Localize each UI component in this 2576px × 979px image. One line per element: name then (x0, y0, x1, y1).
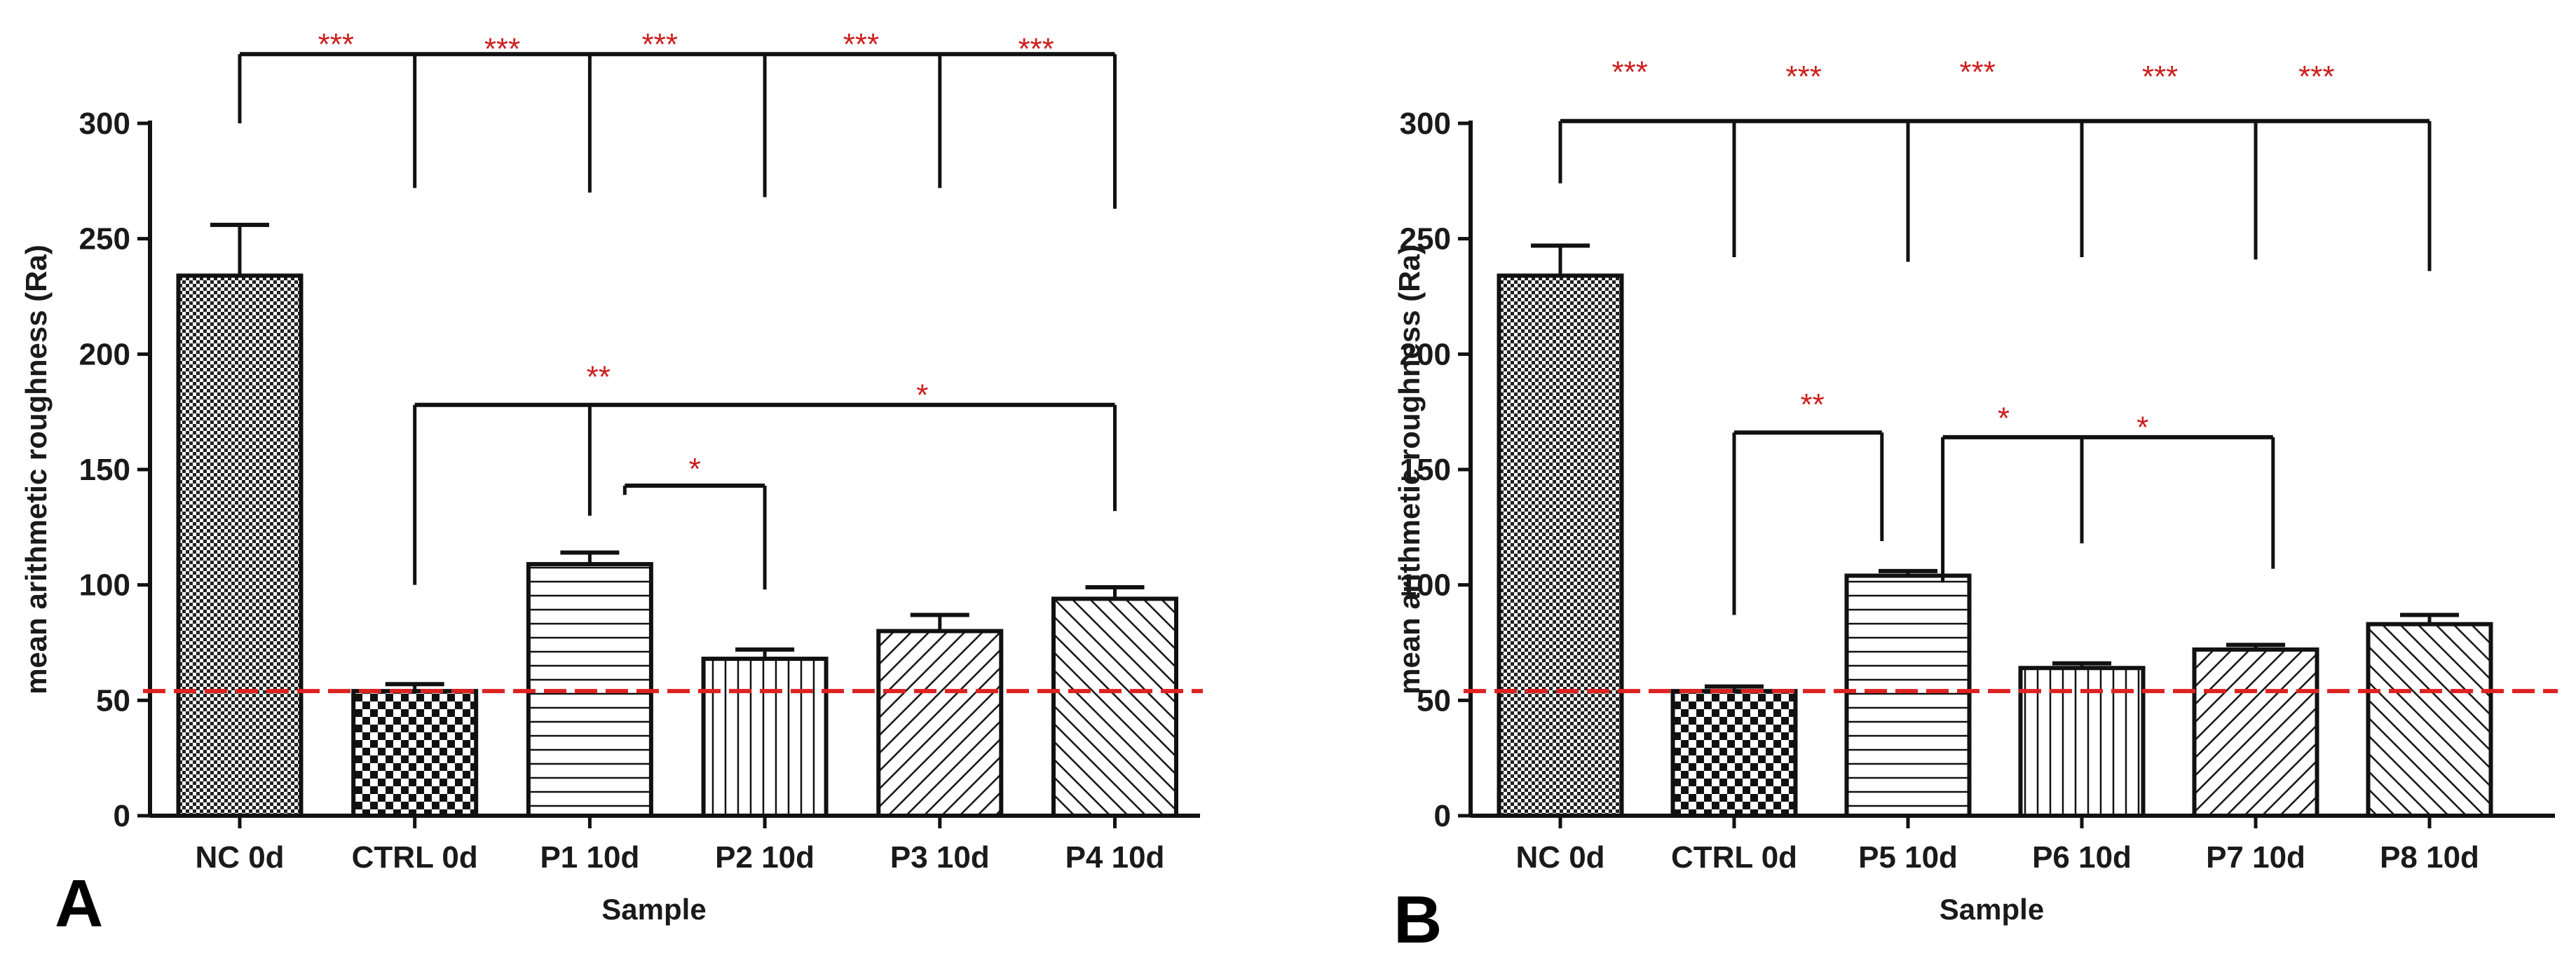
y-tick-label: 200 (79, 337, 130, 371)
significance-label: *** (642, 27, 678, 62)
bar-p5-10d (1844, 573, 1972, 818)
x-tick-label: P5 10d (1858, 840, 1958, 875)
x-tick-label: P8 10d (2380, 840, 2479, 875)
x-tick-label: P7 10d (2206, 840, 2305, 875)
x-tick-label: NC 0d (195, 840, 284, 875)
significance-label: *** (318, 27, 354, 62)
x-axis-title: Sample (1940, 893, 2044, 926)
y-axis-title: mean arithmetic roughness (Ra) (20, 245, 53, 694)
chart-panel-b: 0 50 100 150 200 250 300 NC 0d CTRL 0d P5 10d P6 1… (1393, 55, 2558, 957)
significance-label: ** (587, 360, 611, 394)
y-tick-label: 250 (1400, 222, 1451, 256)
bar-nc-0d (1497, 273, 1624, 818)
y-axis-title: mean arithmetic roughness (Ra) (1393, 245, 1426, 694)
y-tick-label: 200 (1400, 337, 1451, 371)
y-tick-label: 50 (1417, 683, 1451, 718)
x-axis-title: Sample (601, 893, 706, 926)
x-tick-label: P4 10d (1065, 840, 1165, 875)
significance-label: * (689, 452, 701, 486)
bar-p7-10d (2192, 647, 2319, 818)
bar-ctrl-0d (351, 689, 479, 818)
y-tick-label: 50 (96, 683, 130, 718)
bar-p8-10d (2366, 622, 2493, 818)
y-tick-label: 300 (79, 107, 130, 141)
significance-label: * (916, 378, 928, 413)
significance-label: * (2137, 411, 2148, 445)
x-tick-label: CTRL 0d (352, 840, 478, 875)
significance-label: *** (1960, 55, 1996, 90)
bar-ctrl-0d (1670, 689, 1798, 818)
x-tick-label: P1 10d (540, 840, 639, 875)
x-tick-label: P6 10d (2032, 840, 2132, 875)
y-tick-label: 300 (1400, 107, 1451, 141)
x-tick-label: CTRL 0d (1671, 840, 1797, 875)
y-tick-label: 250 (79, 222, 130, 256)
panel-label: A (55, 866, 103, 941)
x-tick-label: P2 10d (715, 840, 815, 875)
y-tick-label: 150 (79, 453, 130, 487)
bar-p3-10d (876, 629, 1004, 818)
y-tick-label: 0 (1434, 799, 1451, 833)
significance-label: * (1998, 402, 2010, 436)
bar-p4-10d (1051, 596, 1178, 819)
significance-label: *** (2298, 60, 2334, 94)
bar-p2-10d (701, 657, 829, 819)
significance-label: *** (2142, 60, 2178, 94)
chart-panel-a: 0 50 100 150 200 250 300 NC 0d CTRL 0d P1 10d P2 1… (20, 27, 1203, 941)
significance-label: *** (484, 32, 520, 67)
x-tick-label: P3 10d (890, 840, 990, 875)
y-tick-label: 100 (1400, 568, 1451, 603)
x-tick-label: NC 0d (1515, 840, 1604, 875)
y-tick-label: 0 (114, 799, 130, 833)
y-tick-label: 100 (79, 568, 130, 603)
bar-nc-0d (176, 273, 304, 818)
significance-label: *** (1786, 60, 1822, 94)
significance-label: *** (1612, 55, 1648, 90)
y-tick-label: 150 (1400, 453, 1451, 487)
significance-label: *** (843, 27, 879, 62)
significance-label: *** (1018, 32, 1054, 67)
significance-label: ** (1800, 388, 1824, 422)
panel-label: B (1393, 882, 1442, 957)
